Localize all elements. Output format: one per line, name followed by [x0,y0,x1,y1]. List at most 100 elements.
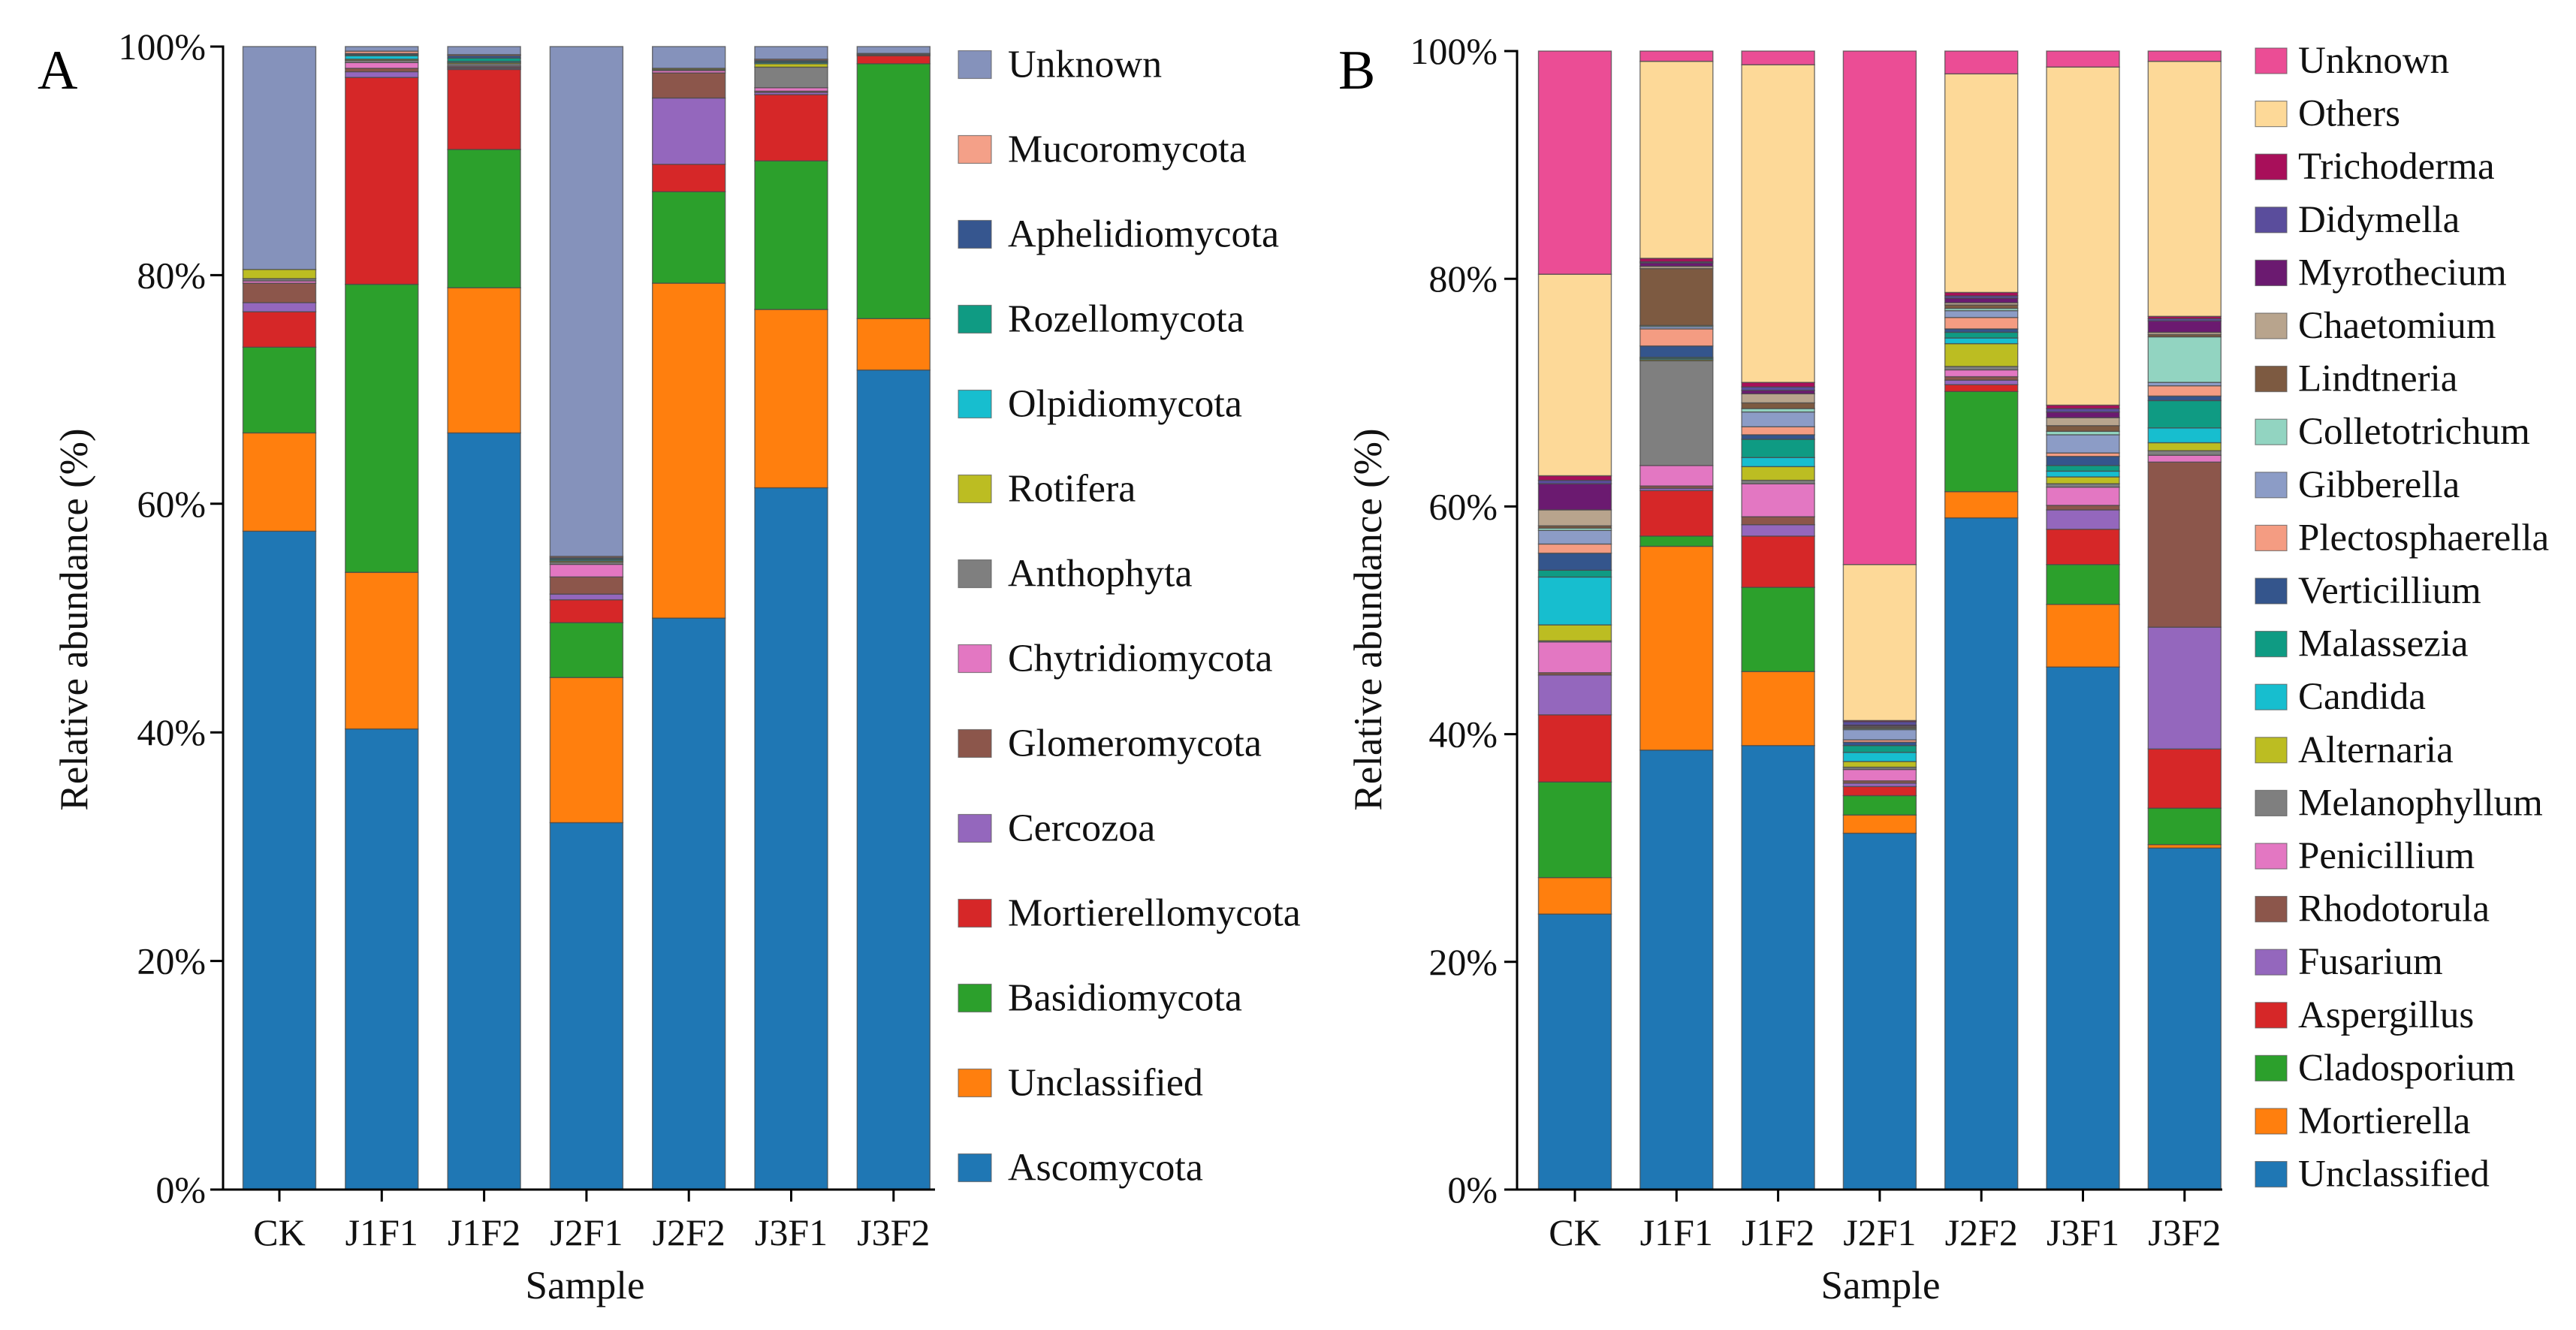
x-tick-label: J2F2 [653,1211,725,1253]
bar-segment-unknown-j3f1 [754,46,828,60]
bar-segment-fusarium-j3f2 [2147,626,2222,750]
legend-swatch [2255,259,2288,286]
y-tick-label: 80% [1428,258,1498,300]
bar-segment-verticillium-j3f1 [2046,455,2120,466]
bar-stack-area [1537,50,2222,1190]
legend-swatch [2255,1160,2288,1188]
legend-swatch [2255,1002,2288,1029]
bar-segment-ascomycota-j1f2 [447,432,521,1190]
bar-segment-mortierella-j1f1 [1639,545,1714,751]
legend-item-gibberella: Gibberella [2255,464,2460,506]
legend-item-chaetomium: Chaetomium [2255,305,2496,347]
bar-j3f1 [754,46,828,1190]
bar-segment-mortierellomycota-j2f1 [549,599,624,623]
legend-label: Verticillium [2298,570,2481,612]
x-tick-label: J2F1 [550,1211,623,1253]
legend-swatch [2255,578,2288,605]
bar-segment-unknown-j2f2 [652,46,726,69]
bar-segment-colletotrichum-j3f2 [2147,336,2222,383]
bar-segment-candida-j3f2 [2147,427,2222,444]
legend-label: Didymella [2298,199,2460,241]
x-tick-label: J2F2 [1945,1211,2018,1253]
bar-segment-ascomycota-j3f1 [754,487,828,1190]
bar-segment-cladosporium-j2f1 [1842,795,1917,816]
bar-segment-ascomycota-j1f1 [345,728,419,1190]
bar-segment-unknown-j1f1 [345,46,419,52]
x-tick-label: J3F1 [755,1211,828,1253]
bar-segment-unclassified-j2f2 [652,282,726,619]
bar-segment-malassezia-j2f1 [1842,745,1917,753]
bar-segment-alternaria-ck [1537,624,1612,641]
bar-segment-malassezia-j3f2 [2147,400,2222,429]
bar-segment-trichoderma-j1f2 [1741,382,1815,388]
y-tick-label: 0% [155,1169,206,1211]
bar-segment-penicillium-ck [1537,641,1612,674]
legend-item-verticillium: Verticillium [2255,570,2481,612]
legend-label: Glomeromycota [1008,722,1262,765]
bar-segment-plectosphaerella-j2f2 [1944,317,2019,330]
legend-item-alternaria: Alternaria [2255,729,2454,771]
legend-item-unclassified: Unclassified [2255,1154,2490,1196]
legend-swatch [2255,948,2288,976]
legend-item-malassezia: Malassezia [2255,623,2469,665]
bar-segment-mortierellomycota-j1f1 [345,77,419,285]
bar-segment-ascomycota-j2f1 [549,822,624,1190]
legend-swatch [958,304,992,334]
legend-item-others: Others [2255,93,2400,135]
legend-label: Cladosporium [2298,1047,2515,1089]
legend-item-rhodotorula: Rhodotorula [2255,888,2490,930]
bar-segment-unclassified-j2f2 [1944,517,2019,1190]
bar-segment-candida-j1f2 [1741,457,1815,468]
bar-segment-malassezia-j2f2 [1944,331,2019,339]
legend-label: Melanophyllum [2298,782,2543,824]
legend-label: Rhodotorula [2298,888,2490,930]
bar-segment-ascomycota-j2f2 [652,617,726,1190]
bar-segment-myrothecium-j3f1 [2046,411,2120,418]
bar-segment-myrothecium-j2f2 [1944,297,2019,303]
bar-segment-unclassified-j1f2 [1741,745,1815,1190]
legend-label: Mortierella [2298,1100,2470,1142]
y-tick-label: 40% [137,711,206,753]
bar-segment-basidiomycota-j3f2 [856,63,931,319]
bar-j2f2 [652,46,726,1190]
legend-swatch [2255,524,2288,552]
bar-stack-area [242,46,931,1190]
bar-segment-cladosporium-j2f2 [1944,391,2019,493]
bar-segment-fusarium-j3f1 [2046,509,2120,530]
legend-swatch [2255,418,2288,445]
bar-segment-mortierella-j3f1 [2046,604,2120,668]
legend-item-melanophyllum: Melanophyllum [2255,782,2543,824]
x-axis-title: Sample [526,1264,645,1307]
legend-label: Colletotrichum [2298,411,2530,453]
bar-segment-penicillium-j2f2 [1944,369,2019,378]
legend: Unknown Others Trichoderma Didymella Myrothe… [2255,40,2549,1196]
legend-item-cladosporium: Cladosporium [2255,1047,2515,1089]
bar-segment-malassezia-j1f2 [1741,439,1815,458]
bar-segment-alternaria-j3f2 [2147,442,2222,451]
legend-label: Anthophyta [1008,553,1193,596]
legend-label: Unknown [2298,40,2449,82]
y-axis-title: Relative abundance (%) [53,428,96,810]
bar-segment-unclassified-j3f1 [754,309,828,489]
bar-segment-aspergillus-j2f1 [1842,786,1917,797]
bar-segment-verticillium-j1f2 [1741,434,1815,440]
legend-label: Others [2298,93,2400,135]
legend-label: Cercozoa [1008,807,1155,850]
bar-segment-unknown-ck [1537,50,1612,275]
legend-label: Penicillium [2298,835,2475,877]
bar-segment-others-j2f2 [1944,73,2019,294]
legend-label: Aspergillus [2298,994,2474,1036]
bar-segment-verticillium-j1f1 [1639,345,1714,358]
bar-segment-rhodotorula-j3f2 [2147,461,2222,628]
y-tick-label: 100% [1410,30,1498,72]
bar-segment-basidiomycota-ck [242,346,317,434]
legend-item-mortierellomycota: Mortierellomycota [958,892,1301,935]
bar-segment-ascomycota-j3f2 [856,369,931,1190]
legend-item-candida: Candida [2255,676,2426,718]
bar-segment-others-ck [1537,273,1612,477]
legend-item-didymella: Didymella [2255,199,2460,241]
legend-swatch [2255,101,2288,128]
legend-label: Mortierellomycota [1008,892,1301,935]
bar-segment-glomeromycota-j2f1 [549,576,624,595]
legend-label: Ascomycota [1008,1147,1203,1190]
